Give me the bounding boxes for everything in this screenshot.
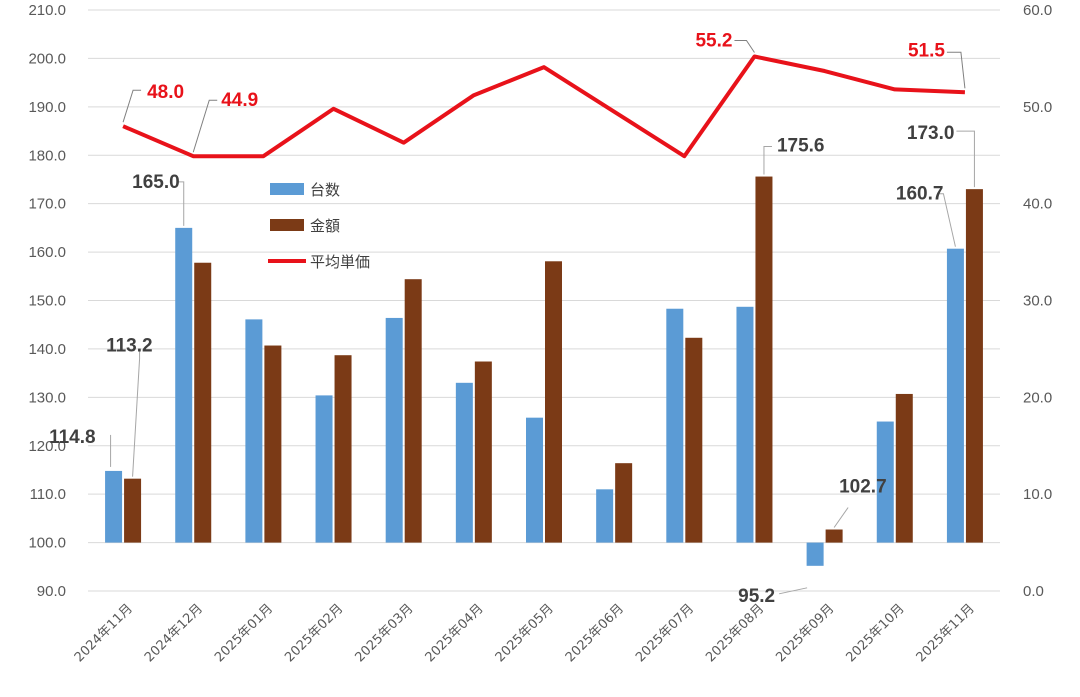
x-tick-label: 2025年09月 [773, 601, 837, 665]
leader-line [734, 39, 755, 53]
data-label: 48.0 [147, 82, 184, 103]
right-tick-label: 50.0 [1023, 99, 1052, 116]
left-tick-label: 90.0 [37, 583, 66, 600]
leader-line [192, 99, 218, 153]
x-tick-label: 2025年06月 [563, 601, 627, 665]
bar-台数 [876, 421, 894, 543]
x-tick-label: 2025年07月 [633, 601, 697, 665]
average-price-line [122, 54, 966, 159]
data-label: 113.2 [106, 336, 153, 357]
left-tick-label: 170.0 [28, 196, 66, 213]
left-tick-label: 180.0 [28, 147, 66, 164]
x-tick-label: 2025年05月 [493, 601, 557, 665]
bar-台数 [666, 308, 684, 543]
x-tick-label: 2025年04月 [423, 601, 487, 665]
leader-line [779, 587, 808, 595]
bar-台数 [455, 382, 473, 543]
legend-swatch [270, 219, 304, 231]
left-tick-label: 100.0 [28, 535, 66, 552]
data-label: 44.9 [221, 90, 258, 111]
x-tick-label: 2025年01月 [212, 601, 276, 665]
data-label: 51.5 [908, 40, 945, 61]
data-label: 95.2 [738, 586, 775, 607]
line-平均単価 [122, 54, 966, 159]
bar-台数 [385, 317, 403, 543]
data-label: 160.7 [896, 184, 944, 205]
bar-金額 [755, 176, 773, 543]
bar-金額 [334, 355, 352, 543]
data-label: 165.0 [132, 172, 180, 193]
bar-台数 [946, 248, 964, 543]
data-label: 102.7 [839, 477, 887, 498]
x-tick-label: 2025年08月 [703, 601, 767, 665]
left-tick-label: 200.0 [28, 50, 66, 67]
legend-label: 金額 [310, 217, 340, 235]
left-tick-label: 130.0 [28, 389, 66, 406]
left-tick-label: 210.0 [28, 2, 66, 19]
left-tick-label: 160.0 [28, 244, 66, 261]
bar-金額 [124, 478, 142, 543]
label-leader-lines [110, 39, 975, 595]
bar-台数 [175, 227, 193, 543]
gridlines [88, 9, 1000, 592]
right-axis-ticks: 0.0 10.0 20.0 30.0 40.0 50.0 60.0 [1023, 2, 1052, 600]
x-tick-label: 2024年12月 [142, 601, 206, 665]
data-label: 114.8 [49, 427, 96, 448]
bar-台数 [806, 542, 824, 566]
bar-台数 [526, 417, 543, 543]
bars [105, 176, 983, 566]
left-tick-label: 190.0 [28, 99, 66, 116]
leader-line [177, 181, 185, 226]
bar-金額 [264, 345, 282, 543]
right-tick-label: 40.0 [1023, 196, 1052, 213]
right-tick-label: 10.0 [1023, 486, 1052, 503]
bar-台数 [315, 395, 333, 543]
x-tick-label: 2025年11月 [914, 601, 978, 665]
left-tick-label: 150.0 [28, 293, 66, 310]
right-tick-label: 20.0 [1023, 389, 1052, 406]
x-tick-label: 2025年10月 [844, 601, 908, 665]
legend-swatch [270, 183, 304, 195]
bar-金額 [965, 189, 983, 543]
leader-line [937, 193, 956, 247]
left-tick-label: 110.0 [30, 486, 66, 503]
x-tick-label: 2025年02月 [282, 601, 346, 665]
right-tick-label: 30.0 [1023, 293, 1052, 310]
right-tick-label: 60.0 [1023, 2, 1052, 19]
x-tick-label: 2024年11月 [72, 601, 136, 665]
data-label: 175.6 [777, 136, 825, 157]
leader-line [122, 89, 142, 123]
left-axis-ticks: 90.0 100.0 110.0 120.0 130.0 140.0 150.0 160.0 1… [28, 2, 66, 600]
leader-line [833, 507, 849, 528]
bar-台数 [105, 470, 123, 543]
bar-台数 [596, 489, 614, 543]
left-tick-label: 140.0 [28, 341, 66, 358]
bar-金額 [685, 337, 703, 543]
bar-金額 [545, 261, 562, 543]
bar-台数 [245, 319, 263, 543]
x-tick-label: 2025年03月 [352, 601, 416, 665]
leader-line [956, 130, 975, 188]
x-axis-ticks: 2024年11月 2024年12月 2025年01月 2025年02月 2025年03月… [72, 601, 978, 665]
data-label: 55.2 [695, 30, 732, 51]
bar-金額 [194, 262, 212, 543]
right-tick-label: 0.0 [1023, 583, 1044, 600]
leader-line [946, 51, 966, 89]
bar-金額 [825, 529, 843, 543]
bar-台数 [736, 306, 754, 543]
bar-金額 [404, 279, 422, 543]
left-tick-label: 120.0 [28, 438, 66, 455]
leader-line [132, 348, 141, 477]
data-label: 173.0 [907, 123, 955, 144]
bar-金額 [474, 361, 492, 543]
bar-金額 [615, 463, 633, 543]
legend-label: 平均単価 [310, 253, 370, 271]
bar-金額 [895, 393, 913, 543]
leader-line [763, 146, 772, 175]
data-labels: 114.8 113.2 165.0 175.6 95.2 102.7 160.7 173.0 4… [49, 30, 954, 606]
legend-label: 台数 [310, 181, 340, 199]
